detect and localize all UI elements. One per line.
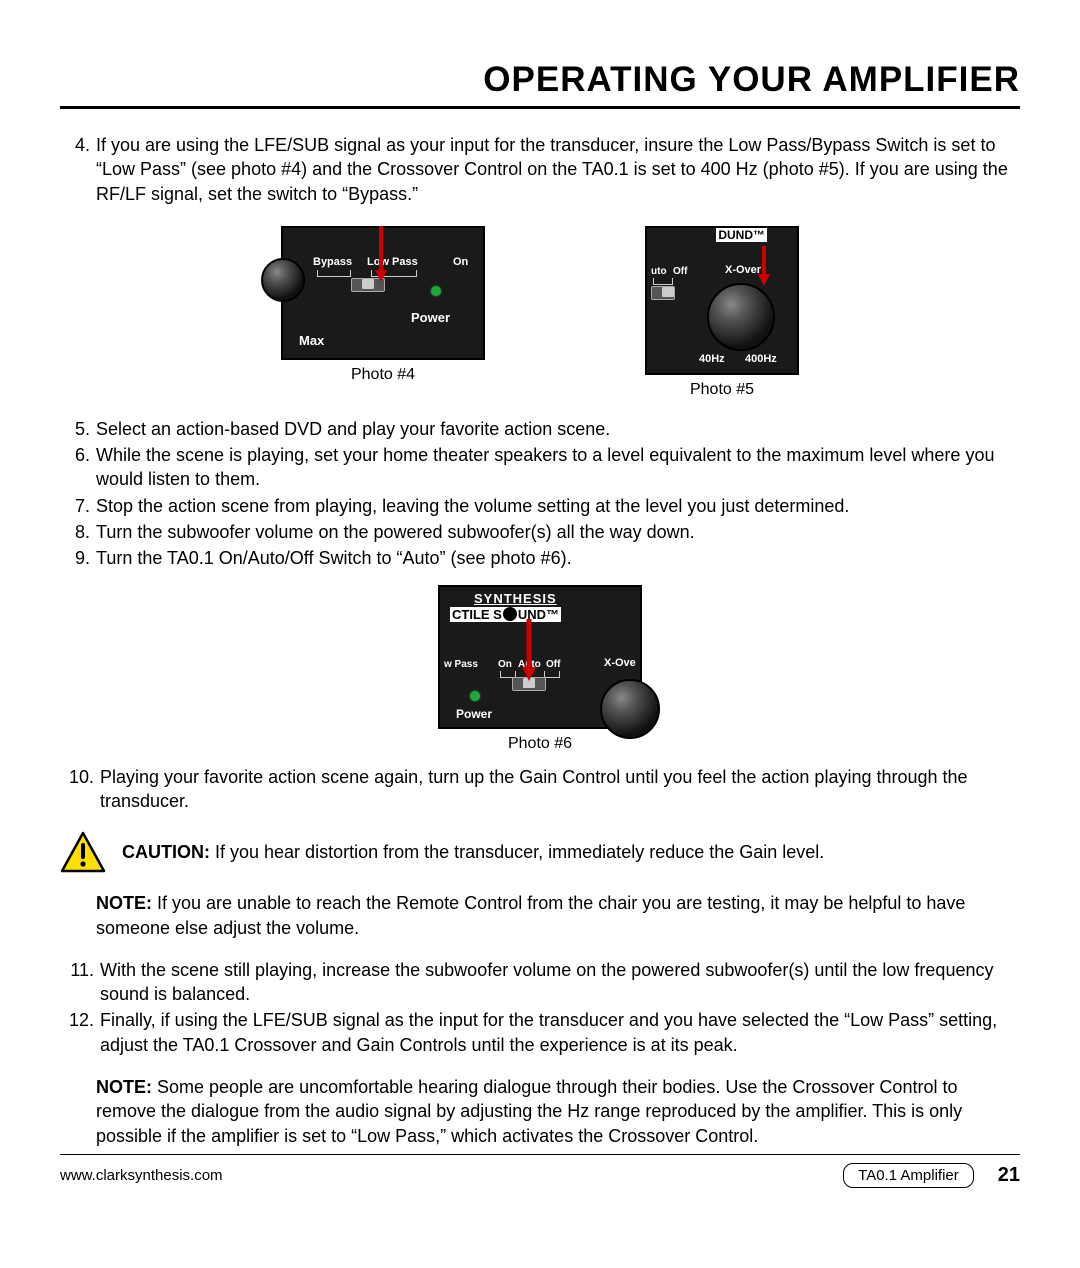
uto-label: uto [651,266,667,277]
caution-text-line: CAUTION: If you hear distortion from the… [122,840,824,864]
step-number: 11. [60,958,100,1007]
step-text: If you are using the LFE/SUB signal as y… [96,133,1020,206]
step-number: 5. [60,417,96,441]
hz40-label: 40Hz [699,353,725,365]
step-5: 5.Select an action-based DVD and play yo… [60,417,1020,441]
step-text: Stop the action scene from playing, leav… [96,494,1020,518]
instruction-list-2: 5.Select an action-based DVD and play yo… [60,417,1020,571]
step-9: 9.Turn the TA0.1 On/Auto/Off Switch to “… [60,546,1020,570]
bypass-bracket [317,270,351,277]
step-7: 7.Stop the action scene from playing, le… [60,494,1020,518]
instruction-list-4: 11.With the scene still playing, increas… [60,958,1020,1057]
step-number: 6. [60,443,96,492]
manual-page: OPERATING YOUR AMPLIFIER 4. If you are u… [0,0,1080,1268]
auto-switch [651,286,675,300]
step-6: 6.While the scene is playing, set your h… [60,443,1020,492]
photo5: DUND™ uto Off X-Over 40Hz 400Hz [645,226,799,375]
photo6-col: SYNTHESIS CTILE S UND™ w Pass On Auto Of… [438,585,642,753]
xover-knob [600,679,660,739]
step-8: 8.Turn the subwoofer volume on the power… [60,520,1020,544]
step-text: Turn the subwoofer volume on the powered… [96,520,1020,544]
page-footer: www.clarksynthesis.com TA0.1 Amplifier 2… [60,1154,1020,1188]
on-label: On [453,256,468,268]
photo4: Bypass Low Pass On Power Max [281,226,485,360]
bypass-label: Bypass [313,256,352,268]
step-number: 12. [60,1008,100,1057]
step-text: Select an action-based DVD and play your… [96,417,1020,441]
synthesis-label: SYNTHESIS [474,591,557,606]
ctile-text: CTILE S [452,607,502,622]
footer-right: TA0.1 Amplifier 21 [843,1163,1020,1188]
note-2: NOTE: Some people are uncomfortable hear… [96,1075,1020,1148]
page-number: 21 [998,1164,1020,1187]
caution-label: CAUTION: [122,842,210,862]
off-bracket [544,671,560,678]
page-title: OPERATING YOUR AMPLIFIER [60,60,1020,109]
note-label: NOTE: [96,893,152,913]
red-arrow-icon [757,246,771,286]
caution-icon [60,831,106,873]
xover-label: X-Over [725,264,761,276]
model-box: TA0.1 Amplifier [843,1163,974,1188]
step-number: 9. [60,546,96,570]
xover-knob [707,283,775,351]
red-arrow-icon [373,226,389,282]
photo5-col: DUND™ uto Off X-Over 40Hz 400Hz Photo #5 [645,226,799,399]
hz400-label: 400Hz [745,353,777,365]
photo5-caption: Photo #5 [690,381,754,399]
dund-label: DUND™ [716,228,767,242]
pass-label: w Pass [444,659,478,670]
photo4-col: Bypass Low Pass On Power Max Photo #4 [281,226,485,399]
step-number: 8. [60,520,96,544]
power-label: Power [411,310,450,325]
photo4-caption: Photo #4 [351,366,415,384]
note-label: NOTE: [96,1077,152,1097]
xove-label: X-Ove [604,657,636,669]
step-11: 11.With the scene still playing, increas… [60,958,1020,1007]
caution-text: If you hear distortion from the transduc… [210,842,824,862]
step-4: 4. If you are using the LFE/SUB signal a… [60,133,1020,206]
max-label: Max [299,333,324,348]
step-12: 12.Finally, if using the LFE/SUB signal … [60,1008,1020,1057]
note-1: NOTE: If you are unable to reach the Rem… [96,891,1020,940]
step-text: Turn the TA0.1 On/Auto/Off Switch to “Au… [96,546,1020,570]
gain-knob-partial [261,258,305,302]
photo6-caption: Photo #6 [508,735,572,753]
photo-row-1: Bypass Low Pass On Power Max Photo #4 D [60,226,1020,399]
step-10: 10.Playing your favorite action scene ag… [60,765,1020,814]
photo6: SYNTHESIS CTILE S UND™ w Pass On Auto Of… [438,585,642,729]
note-text: If you are unable to reach the Remote Co… [96,893,965,937]
step-number: 7. [60,494,96,518]
step-text: While the scene is playing, set your hom… [96,443,1020,492]
step-text: Finally, if using the LFE/SUB signal as … [100,1008,1020,1057]
note-text: Some people are uncomfortable hearing di… [96,1077,962,1146]
step-number: 10. [60,765,100,814]
power-label: Power [456,707,492,721]
step-text: With the scene still playing, increase t… [100,958,1020,1007]
step-text: Playing your favorite action scene again… [100,765,1020,814]
off2-label: Off [546,659,560,670]
photo-row-2: SYNTHESIS CTILE S UND™ w Pass On Auto Of… [60,585,1020,753]
power-led [470,691,480,701]
ctile-sound-label: CTILE S UND™ [450,607,561,622]
caution-block: CAUTION: If you hear distortion from the… [60,831,1020,873]
on-label: On [498,659,512,670]
instruction-list-3: 10.Playing your favorite action scene ag… [60,765,1020,814]
step-number: 4. [60,133,96,206]
uto-bracket [653,278,673,285]
footer-url: www.clarksynthesis.com [60,1167,223,1184]
red-arrow-icon [522,619,536,679]
instruction-list: 4. If you are using the LFE/SUB signal a… [60,133,1020,206]
power-led [431,286,441,296]
sound-o-icon [503,607,517,621]
off-label: Off [673,266,687,277]
